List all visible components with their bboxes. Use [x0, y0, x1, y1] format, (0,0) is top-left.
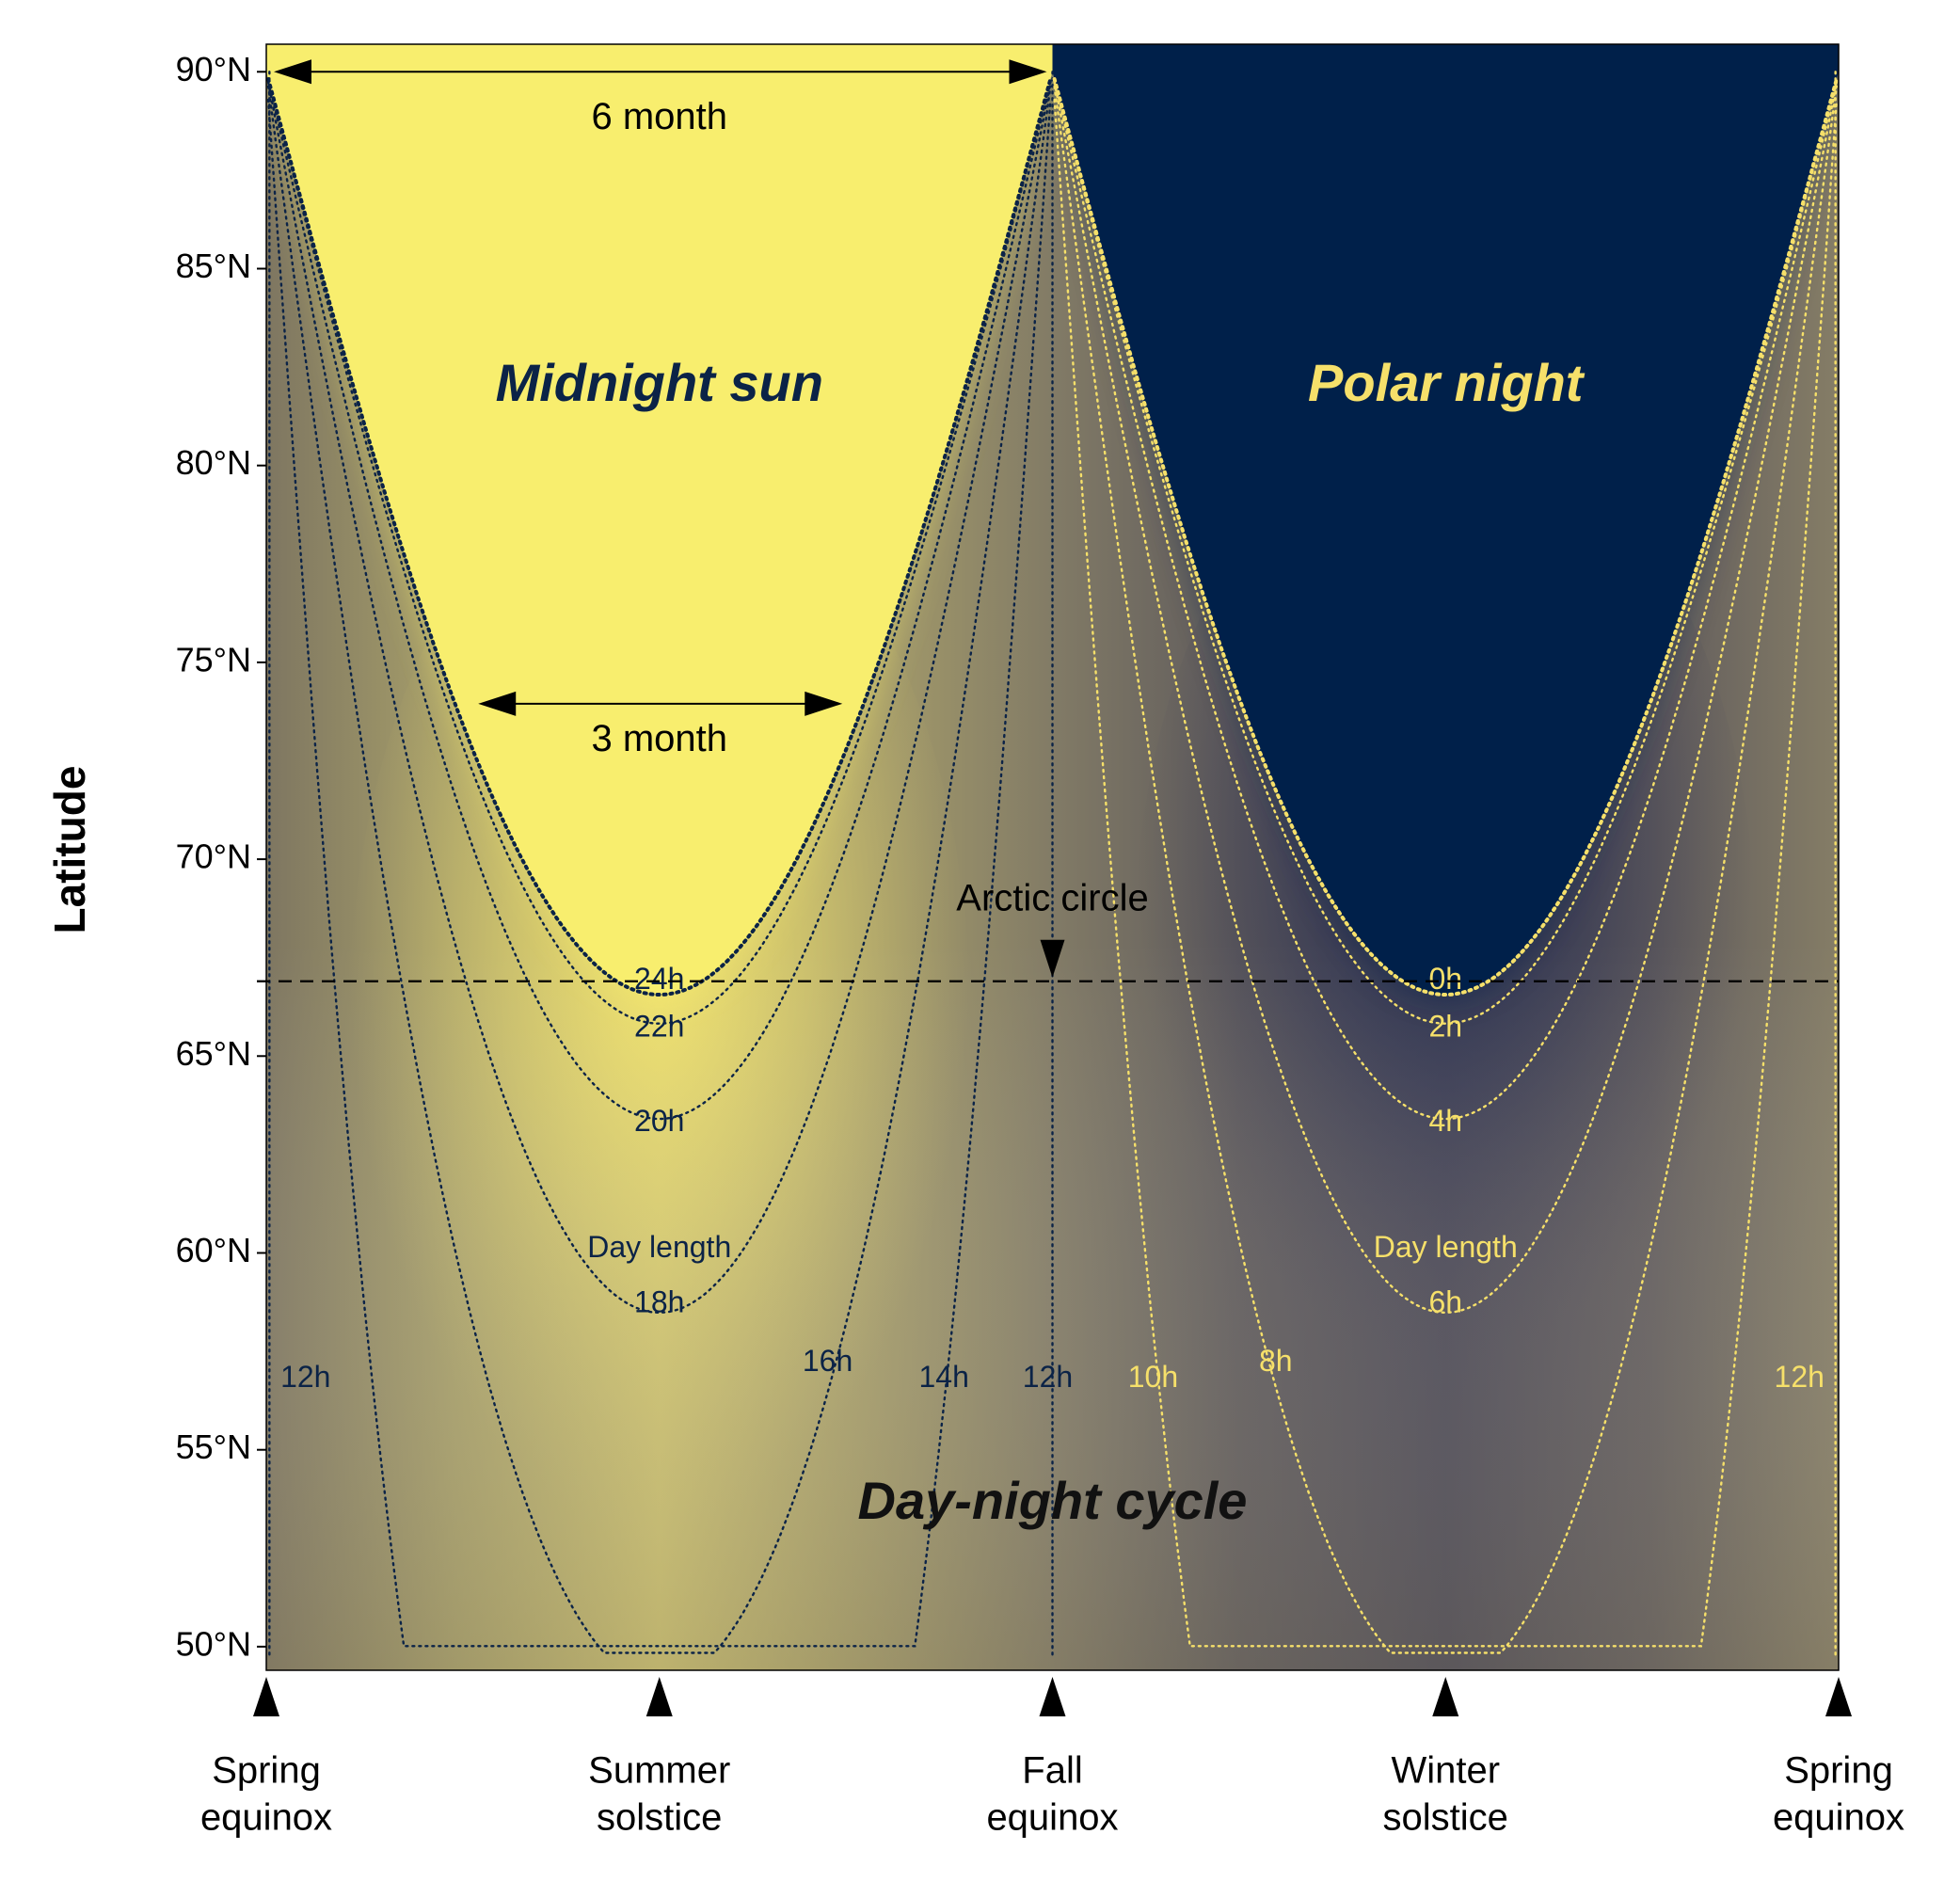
- season-label-line1: Winter: [1391, 1750, 1500, 1792]
- contour-line-8h: [1053, 85, 1839, 1654]
- contour-line-20h: [266, 79, 1052, 1121]
- y-tick-label: 65°N: [176, 1034, 251, 1073]
- season-label-line2: equinox: [200, 1797, 332, 1839]
- y-tick-label: 55°N: [176, 1427, 251, 1466]
- annotation-label: 3 month: [591, 718, 727, 759]
- contour-label-10h: 10h: [1128, 1360, 1178, 1394]
- y-tick-label: 75°N: [176, 640, 251, 678]
- contour-label-18h: 18h: [634, 1284, 684, 1318]
- season-label-line2: equinox: [1773, 1797, 1904, 1839]
- season-label-line1: Spring: [1784, 1750, 1893, 1792]
- contour-label-prefix: Day length: [587, 1230, 731, 1264]
- contour-label-2h: 2h: [1428, 1009, 1462, 1043]
- contour-line-14h: [266, 98, 1052, 1648]
- y-tick-label: 85°N: [176, 247, 251, 285]
- season-label-line1: Summer: [588, 1750, 730, 1792]
- season-marker: [645, 1677, 673, 1716]
- y-tick-label: 70°N: [176, 837, 251, 876]
- plot-frame: [265, 43, 1840, 1671]
- arctic-circle-marker: [1040, 939, 1065, 978]
- contour-label-20h: 20h: [634, 1104, 684, 1138]
- y-tick-label: 50°N: [176, 1624, 251, 1663]
- contour-label-4h: 4h: [1428, 1104, 1462, 1138]
- contour-line-2h: [1053, 78, 1839, 1025]
- polar-night-region: [1052, 44, 1839, 995]
- contour-label-16h: 16h: [803, 1344, 853, 1378]
- region-label: Midnight sun: [496, 353, 823, 412]
- contour-label-24h: 24h: [634, 962, 684, 996]
- contour-label-0h: 0h: [1428, 962, 1462, 996]
- season-marker: [1039, 1677, 1066, 1716]
- season-marker: [253, 1677, 279, 1716]
- annotation-arrow-head-right: [1009, 59, 1047, 85]
- season-marker: [1825, 1677, 1852, 1716]
- contour-label-14h: 14h: [919, 1360, 969, 1394]
- contour-label-12h: 12h: [1775, 1360, 1825, 1394]
- contour-label-prefix: Day length: [1374, 1230, 1518, 1264]
- region-label: Polar night: [1308, 353, 1586, 412]
- y-tick-label: 80°N: [176, 443, 251, 482]
- y-axis-label: Latitude: [45, 766, 94, 934]
- season-label-line1: Spring: [212, 1750, 321, 1792]
- annotation-arrow-head-left: [478, 691, 517, 716]
- contour-label-22h: 22h: [634, 1009, 684, 1043]
- contour-line-4h: [1053, 79, 1839, 1121]
- contour-line-22h: [266, 78, 1052, 1025]
- contour-label-12h: 12h: [280, 1360, 330, 1394]
- annotation-arrow-head-right: [805, 691, 843, 716]
- season-label-line1: Fall: [1022, 1750, 1082, 1792]
- contour-line-10h: [1053, 98, 1839, 1648]
- contour-line-0h: [1052, 77, 1839, 997]
- season-label-line2: equinox: [986, 1797, 1118, 1839]
- contour-label-12h: 12h: [1023, 1360, 1073, 1394]
- season-label-line2: solstice: [1383, 1797, 1508, 1839]
- season-marker: [1432, 1677, 1459, 1716]
- midnight-sun-region: [266, 44, 1053, 995]
- contour-line-18h: [266, 81, 1052, 1315]
- season-label-line2: solstice: [597, 1797, 722, 1839]
- y-tick-label: 60°N: [176, 1231, 251, 1269]
- contour-line-6h: [1053, 81, 1839, 1315]
- contour-line-24h: [266, 77, 1053, 997]
- y-tick-label: 90°N: [176, 50, 251, 88]
- contour-line-16h: [266, 85, 1052, 1654]
- contour-label-8h: 8h: [1259, 1344, 1293, 1378]
- arctic-circle-label: Arctic circle: [956, 877, 1148, 918]
- contour-label-6h: 6h: [1428, 1284, 1462, 1318]
- annotation-label: 6 month: [591, 96, 727, 137]
- region-label: Day-night cycle: [858, 1471, 1248, 1530]
- annotation-arrow-head-left: [274, 59, 311, 85]
